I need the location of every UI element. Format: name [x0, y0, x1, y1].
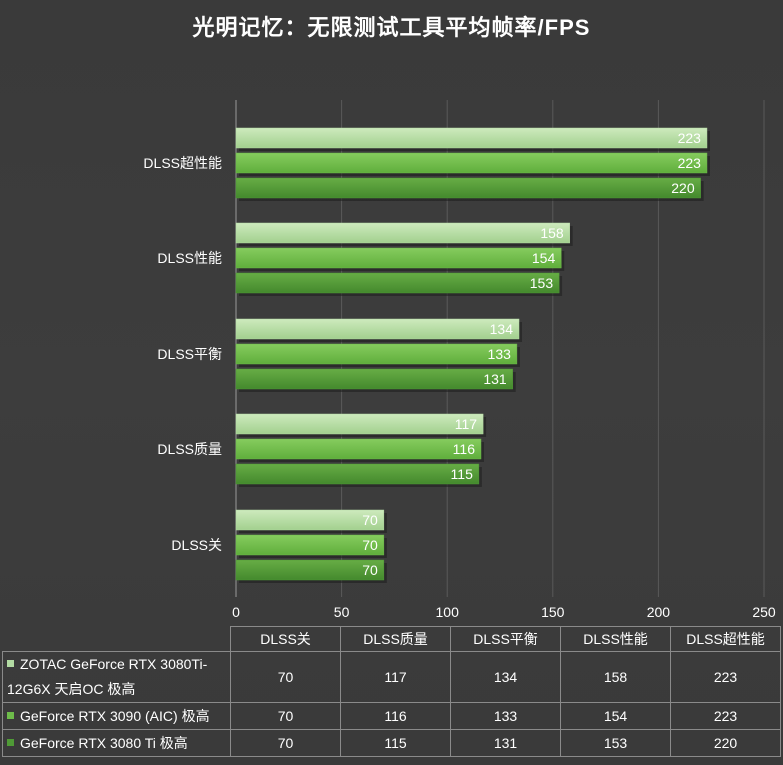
table-header: DLSS超性能	[670, 626, 781, 652]
category-label: DLSS质量	[157, 441, 222, 457]
table-header: DLSS性能	[560, 626, 671, 652]
category-label: DLSS关	[171, 537, 222, 553]
bar	[235, 222, 570, 244]
bar	[235, 318, 520, 340]
legend-swatch	[7, 738, 14, 746]
data-label: 115	[451, 466, 474, 482]
table-cell: 70	[230, 702, 341, 730]
bar	[235, 438, 482, 460]
series-label: GeForce RTX 3080 Ti 极高	[20, 734, 188, 751]
table-cell: 220	[670, 729, 781, 757]
data-label: 117	[455, 416, 478, 432]
bar	[235, 272, 560, 294]
data-label: 223	[678, 130, 702, 146]
data-label: 154	[532, 250, 556, 266]
series-label: ZOTAC GeForce RTX 3080Ti-12G6X 天启OC 极高	[7, 656, 208, 697]
x-tick-label: 50	[334, 604, 350, 620]
bar	[235, 247, 562, 269]
bar	[235, 413, 484, 435]
x-tick-label: 250	[752, 604, 776, 620]
chart-title: 光明记忆：无限测试工具平均帧率/FPS	[192, 15, 591, 40]
bar-chart: 0 50 100 150 200 250 DLSS超性能 223 223 220 DLSS性能 158…	[143, 100, 775, 620]
table-cell: 153	[560, 729, 671, 757]
bar	[235, 463, 480, 485]
data-label: 116	[453, 441, 476, 457]
table-header: DLSS平衡	[450, 626, 561, 652]
data-label: 70	[362, 512, 378, 528]
data-label: 223	[678, 155, 702, 171]
table-cell: 133	[450, 702, 561, 730]
bar	[235, 343, 518, 365]
legend-series-cell: GeForce RTX 3080 Ti 极高	[2, 729, 231, 757]
x-tick-label: 150	[541, 604, 565, 620]
table-cell: 70	[230, 651, 341, 703]
data-table: DLSS关 DLSS质量 DLSS平衡 DLSS性能 DLSS超性能 ZOTAC…	[2, 626, 781, 757]
table-row: GeForce RTX 3090 (AIC) 极高 70 116 133 154…	[2, 702, 781, 730]
bar	[235, 368, 513, 390]
table-cell: 115	[340, 729, 451, 757]
data-label: 133	[488, 346, 512, 362]
bars	[235, 127, 710, 583]
table-header: DLSS质量	[340, 626, 451, 652]
table-cell: 223	[670, 651, 781, 703]
data-label: 153	[530, 275, 554, 291]
x-tick-label: 0	[232, 604, 240, 620]
table-cell: 154	[560, 702, 671, 730]
table-cell: 158	[560, 651, 671, 703]
x-tick-label: 200	[647, 604, 671, 620]
table-cell: 131	[450, 729, 561, 757]
data-label: 220	[671, 180, 695, 196]
table-row: GeForce RTX 3080 Ti 极高 70 115 131 153 22…	[2, 729, 781, 757]
data-label: 134	[490, 321, 514, 337]
table-cell: 117	[340, 651, 451, 703]
category-label: DLSS超性能	[143, 155, 222, 171]
bar	[235, 534, 385, 556]
category-label: DLSS性能	[157, 250, 222, 266]
data-label: 158	[540, 225, 564, 241]
bar	[235, 559, 385, 581]
bar	[235, 152, 708, 174]
table-cell: 116	[340, 702, 451, 730]
table-cell: 134	[450, 651, 561, 703]
bar	[235, 127, 708, 149]
table-cell: 70	[230, 729, 341, 757]
table-cell: 223	[670, 702, 781, 730]
legend-swatch	[7, 711, 14, 719]
data-label: 131	[483, 371, 507, 387]
series-label: GeForce RTX 3090 (AIC) 极高	[20, 707, 210, 724]
x-tick-label: 100	[436, 604, 460, 620]
table-corner	[2, 626, 231, 652]
legend-series-cell: ZOTAC GeForce RTX 3080Ti-12G6X 天启OC 极高	[2, 651, 231, 703]
legend-swatch	[7, 660, 14, 667]
table-row: ZOTAC GeForce RTX 3080Ti-12G6X 天启OC 极高 7…	[2, 651, 781, 703]
data-label: 70	[362, 537, 378, 553]
category-label: DLSS平衡	[157, 346, 222, 362]
data-label: 70	[362, 562, 378, 578]
labels: 0 50 100 150 200 250 DLSS超性能 223 223 220 DLSS性能 158…	[143, 130, 775, 620]
legend-series-cell: GeForce RTX 3090 (AIC) 极高	[2, 702, 231, 730]
bar	[235, 509, 385, 531]
bar	[235, 177, 701, 199]
table-header: DLSS关	[230, 626, 341, 652]
